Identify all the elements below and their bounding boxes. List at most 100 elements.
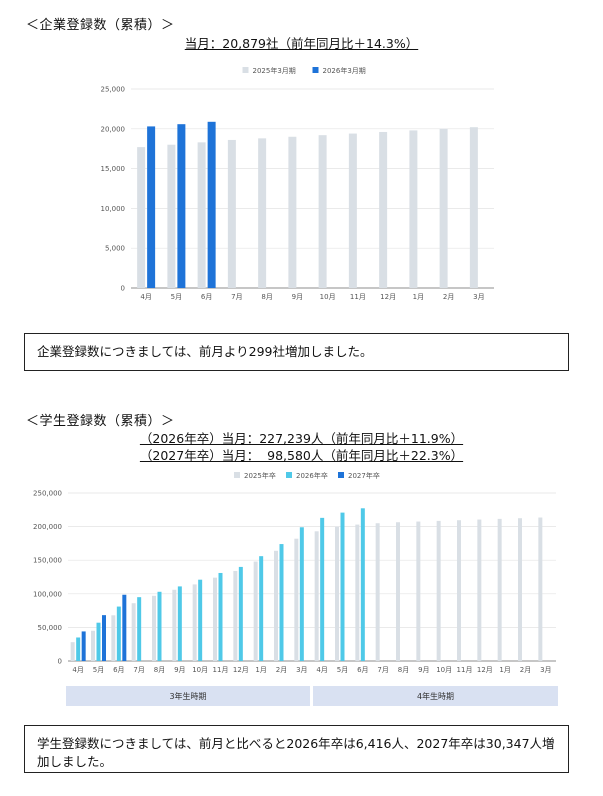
y-tick-label: 50,000 <box>38 624 63 632</box>
bar <box>137 147 146 288</box>
bar <box>469 127 478 288</box>
x-tick-label: 2月 <box>443 293 454 301</box>
x-tick-label: 9月 <box>418 666 429 674</box>
legend-swatch <box>234 472 240 478</box>
bar <box>314 531 319 661</box>
bar <box>355 524 360 661</box>
bar <box>96 622 101 661</box>
bar <box>477 519 482 661</box>
x-tick-label: 2月 <box>276 666 287 674</box>
student-subtitle-2027: （2027年卒）当月： 98,580人（前年同月比＋22.3%） <box>139 448 464 463</box>
x-tick-label: 8月 <box>398 666 409 674</box>
bar <box>238 566 243 661</box>
x-tick-label: 5月 <box>171 293 182 301</box>
bar <box>76 637 81 661</box>
bar <box>111 615 116 661</box>
bar <box>218 572 223 661</box>
x-tick-label: 8月 <box>261 293 272 301</box>
student-section-title: ＜学生登録数（累積）＞ <box>26 414 175 429</box>
y-tick-label: 25,000 <box>101 86 126 94</box>
x-tick-label: 8月 <box>154 666 165 674</box>
x-tick-label: 11月 <box>350 293 366 301</box>
x-tick-label: 1月 <box>255 666 266 674</box>
bar <box>102 615 106 661</box>
bar <box>207 121 216 288</box>
bar <box>172 589 177 661</box>
bar <box>116 606 121 661</box>
x-tick-label: 6月 <box>113 666 124 674</box>
y-tick-label: 15,000 <box>101 165 126 173</box>
bar <box>288 136 297 288</box>
bar <box>360 508 365 661</box>
bar <box>538 517 543 661</box>
bar <box>233 570 238 661</box>
bar <box>340 512 345 661</box>
y-tick-label: 0 <box>121 285 125 293</box>
corp-subtitle: 当月：20,879社（前年同月比＋14.3%） <box>184 36 419 51</box>
x-tick-label: 10月 <box>436 666 452 674</box>
x-tick-label: 1月 <box>413 293 424 301</box>
bar <box>258 138 267 288</box>
x-tick-label: 12月 <box>380 293 396 301</box>
bar <box>137 597 142 661</box>
bar <box>396 522 400 661</box>
y-tick-label: 20,000 <box>101 125 126 133</box>
y-tick-label: 100,000 <box>33 590 62 598</box>
x-tick-label: 7月 <box>133 666 144 674</box>
bar <box>379 131 388 288</box>
corp-note-box: 企業登録数につきましては、前月より299社増加しました。 <box>24 333 569 371</box>
corp-note-text: 企業登録数につきましては、前月より299社増加しました。 <box>37 344 373 359</box>
bar <box>318 135 327 288</box>
y-tick-label: 200,000 <box>33 523 62 531</box>
bar <box>198 579 203 661</box>
bar <box>177 124 186 288</box>
x-tick-label: 12月 <box>233 666 249 674</box>
x-tick-label: 2月 <box>520 666 531 674</box>
x-tick-label: 9月 <box>174 666 185 674</box>
period-label-3rd-year: 3年生時期 <box>169 691 207 701</box>
bar <box>335 526 339 661</box>
bar <box>320 517 325 661</box>
y-tick-label: 150,000 <box>33 557 62 565</box>
x-tick-label: 9月 <box>292 293 303 301</box>
bar <box>457 520 461 661</box>
bar <box>91 630 95 661</box>
x-tick-label: 4月 <box>140 293 151 301</box>
legend-swatch <box>242 67 249 73</box>
student-note-text: 学生登録数につきましては、前月と比べると2026年卒は6,416人、2027年卒… <box>37 736 555 769</box>
x-tick-label: 12月 <box>477 666 493 674</box>
x-tick-label: 3月 <box>540 666 551 674</box>
legend-swatch <box>286 472 292 478</box>
student-subtitle-2026: （2026年卒）当月：227,239人（前年同月比＋11.9%） <box>139 431 464 446</box>
bar <box>416 521 421 661</box>
bar <box>81 631 86 661</box>
x-tick-label: 5月 <box>337 666 348 674</box>
legend-label: 2027年卒 <box>348 471 380 480</box>
bar <box>518 518 522 661</box>
student-note-box: 学生登録数につきましては、前月と比べると2026年卒は6,416人、2027年卒… <box>24 725 569 773</box>
y-tick-label: 0 <box>58 658 62 666</box>
bar <box>259 556 264 661</box>
bar <box>497 518 502 661</box>
y-tick-label: 250,000 <box>33 490 62 498</box>
bar <box>157 591 162 661</box>
bar <box>409 130 418 288</box>
bar <box>436 520 441 661</box>
bar <box>122 594 127 661</box>
bar <box>213 577 217 661</box>
corp-registration-chart: 0 5,000 10,000 15,000 20,000 25,000 2025年3月期 20… <box>101 66 494 301</box>
bar <box>177 586 182 661</box>
bar <box>439 128 448 288</box>
legend-label: 2026年卒 <box>296 471 328 480</box>
bar <box>294 538 299 661</box>
period-band-3rd-year: 3年生時期 <box>66 686 310 706</box>
legend-label: 2025年3月期 <box>253 66 296 75</box>
bar <box>227 139 236 288</box>
x-tick-label: 11月 <box>457 666 473 674</box>
x-tick-label: 7月 <box>377 666 388 674</box>
x-tick-label: 5月 <box>93 666 104 674</box>
bar <box>253 561 258 661</box>
y-tick-label: 10,000 <box>101 205 126 213</box>
bar <box>197 142 206 288</box>
bar <box>167 144 176 288</box>
